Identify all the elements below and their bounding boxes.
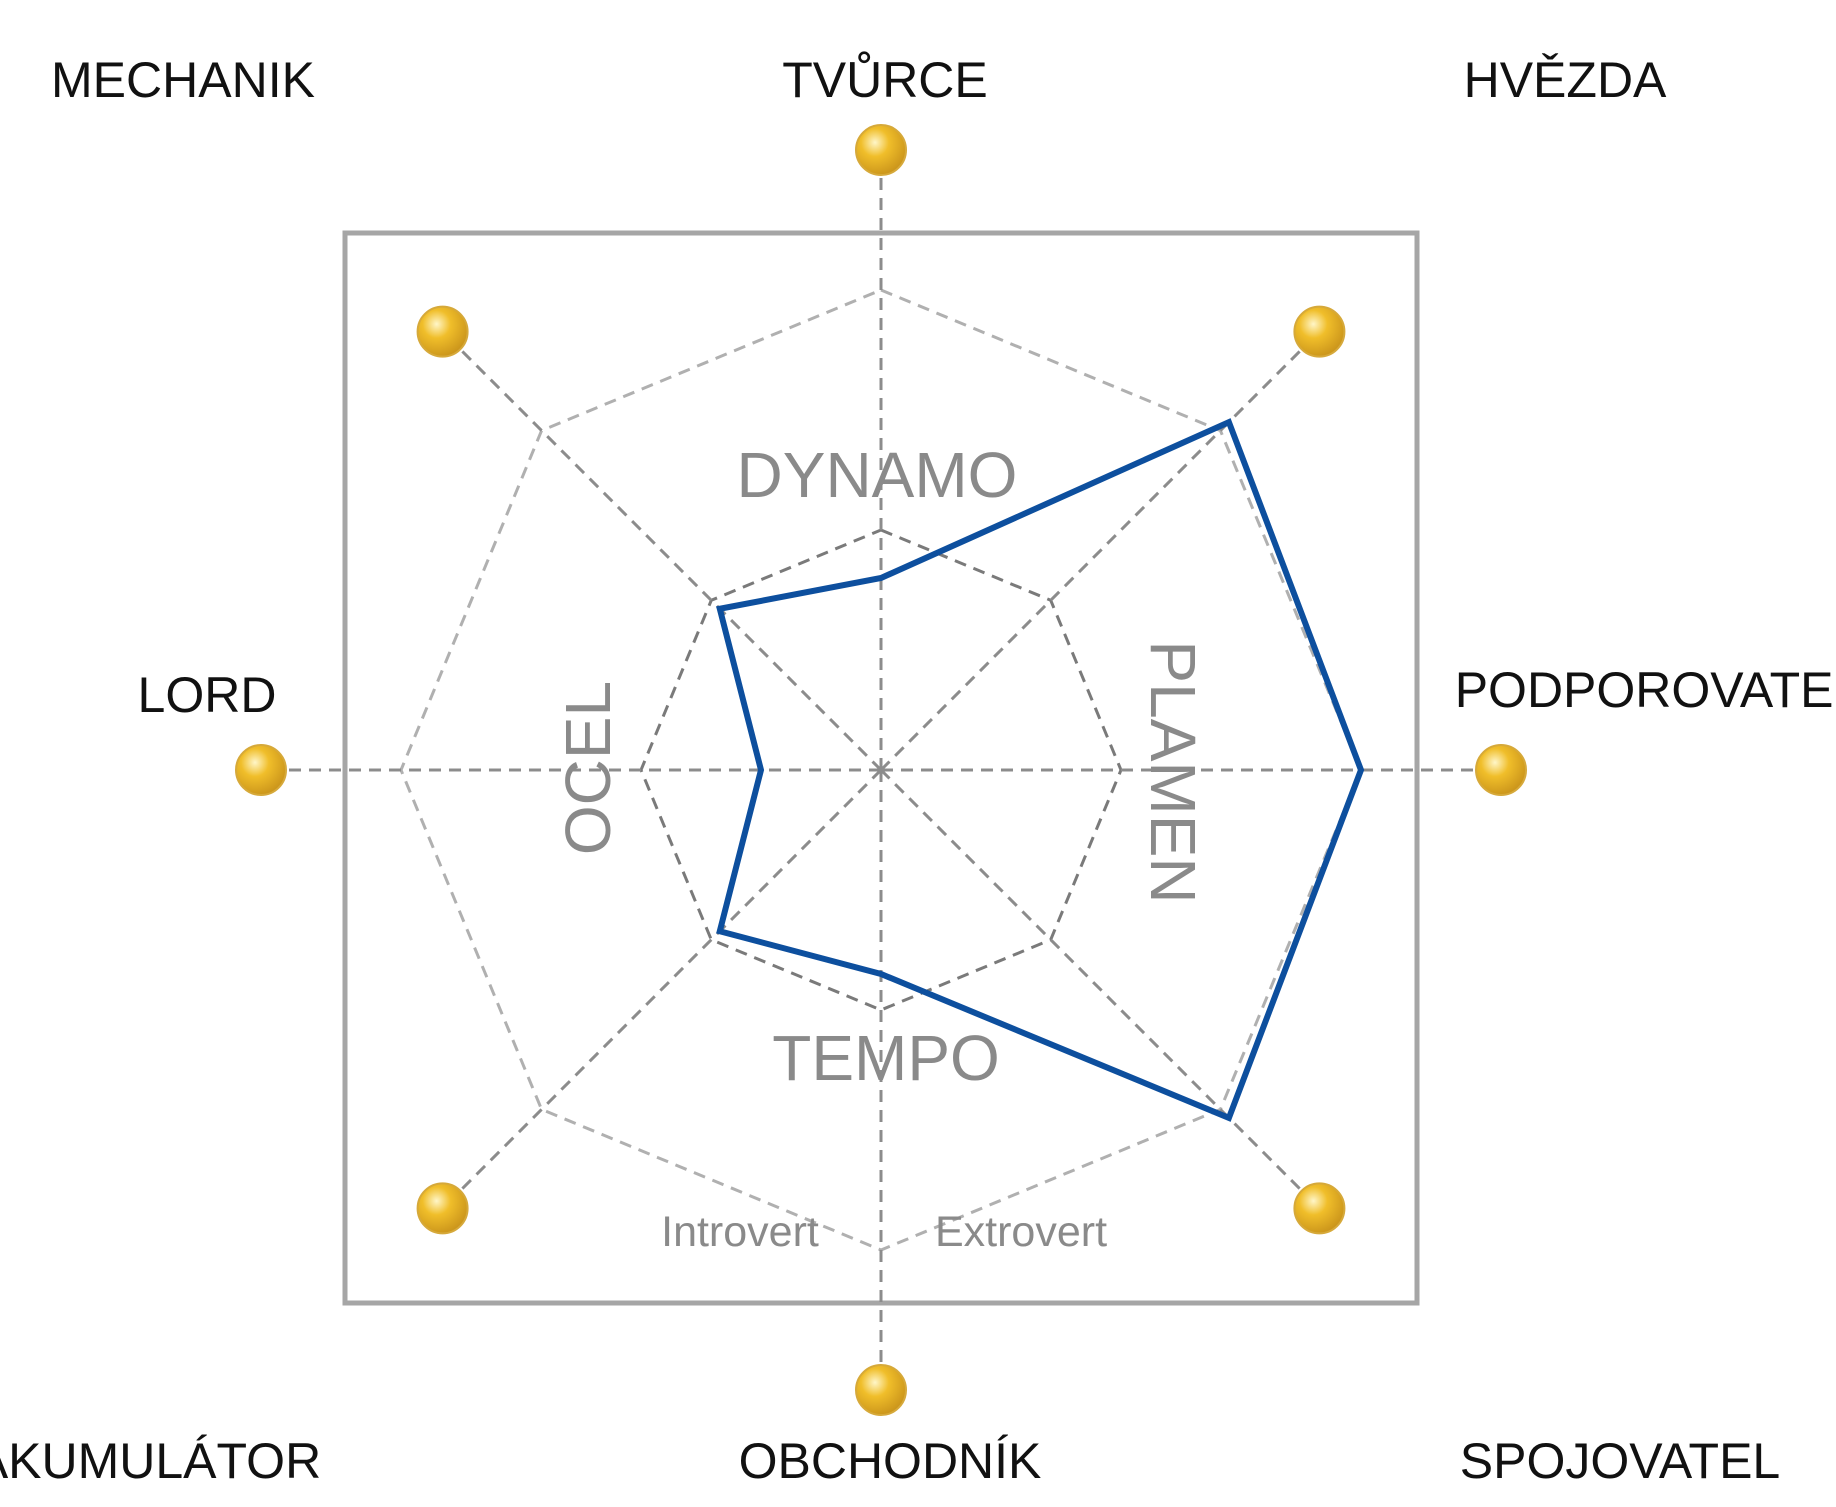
axis-line-akumulator (441, 768, 883, 1210)
axis-marker-podporovatel (1475, 744, 1527, 796)
axis-marker-lord (235, 744, 287, 796)
quadrant-label-ocel: OCEL (552, 681, 624, 855)
axis-label-lord: LORD (138, 667, 277, 723)
axis-label-obchodnik: OBCHODNÍK (739, 1433, 1042, 1489)
extrovert-label: Extrovert (935, 1208, 1107, 1256)
axis-marker-tvurce (855, 124, 907, 176)
axis-marker-spojovatel (1293, 1182, 1346, 1235)
axis-label-podporovatel: PODPOROVATEL (1455, 662, 1836, 718)
quadrant-label-dynamo: DYNAMO (737, 439, 1018, 511)
axis-label-spojovatel: SPOJOVATEL (1460, 1433, 1780, 1489)
series-polygon-1 (716, 418, 1365, 1122)
introvert-label: Introvert (661, 1208, 819, 1256)
quadrant-label-plamen: PLAMEN (1137, 640, 1209, 903)
chart-frame (342, 230, 1420, 1306)
axis-label-akumulator: AKUMULÁTOR (0, 1433, 321, 1489)
axis-marker-akumulator (416, 1182, 469, 1235)
grid-ring-1 (639, 528, 1123, 1012)
quadrant-label-tempo: TEMPO (772, 1022, 1000, 1094)
axis-label-hvezda: HVĚZDA (1464, 52, 1667, 108)
axis-marker-mechanik (416, 305, 469, 358)
axis-line-hvezda (879, 330, 1321, 772)
axis-marker-hvezda (1293, 305, 1346, 358)
series-layer (716, 418, 1365, 1122)
marker-layer (235, 124, 1527, 1416)
axis-label-mechanik: MECHANIK (51, 52, 315, 108)
axis-line-mechanik (441, 330, 883, 772)
axis-layer (261, 150, 1501, 1390)
axis-line-spojovatel (879, 768, 1321, 1210)
axis-label-tvurce: TVŮRCE (782, 51, 988, 108)
axis-marker-obchodnik (855, 1364, 907, 1416)
